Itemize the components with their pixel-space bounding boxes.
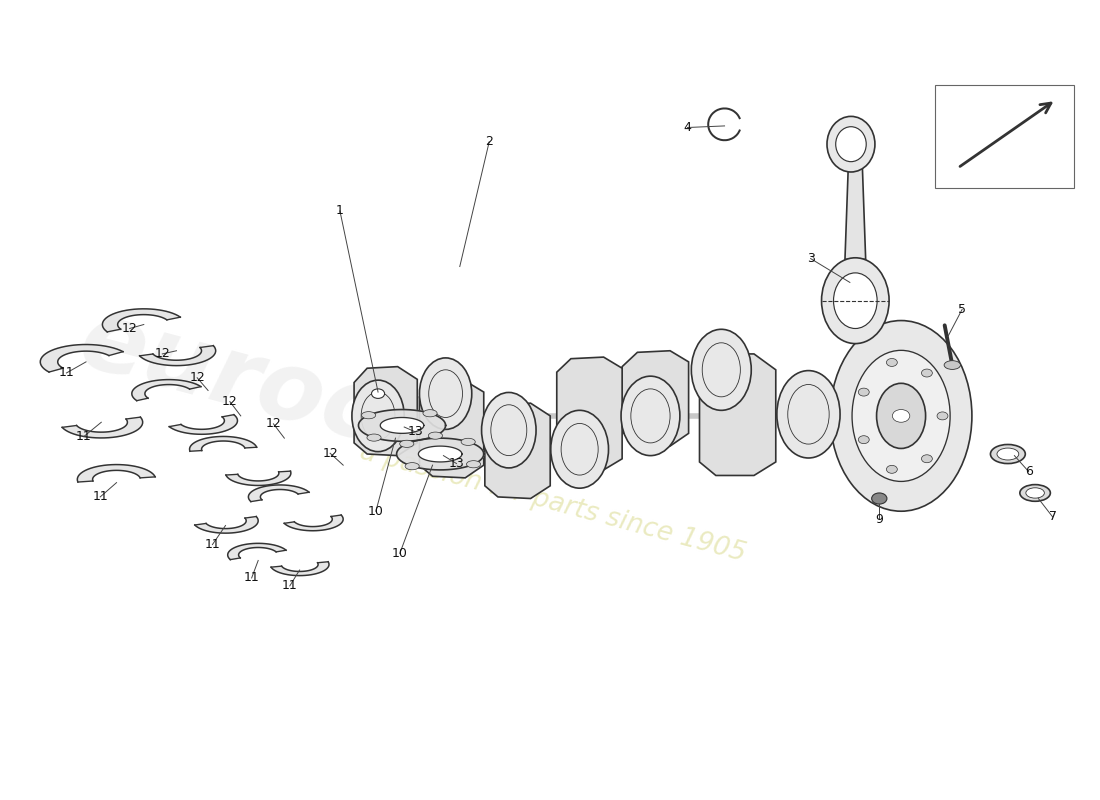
Text: 6: 6 bbox=[1024, 465, 1033, 478]
Ellipse shape bbox=[352, 380, 404, 452]
Ellipse shape bbox=[937, 412, 948, 420]
Ellipse shape bbox=[852, 350, 950, 482]
Polygon shape bbox=[271, 562, 329, 576]
Text: 13: 13 bbox=[407, 426, 424, 438]
Polygon shape bbox=[419, 381, 484, 478]
Ellipse shape bbox=[887, 466, 898, 474]
Ellipse shape bbox=[428, 432, 442, 439]
Polygon shape bbox=[226, 471, 290, 486]
Text: 12: 12 bbox=[189, 371, 205, 384]
Polygon shape bbox=[284, 515, 343, 530]
Polygon shape bbox=[354, 366, 417, 456]
Text: 9: 9 bbox=[876, 513, 883, 526]
Ellipse shape bbox=[367, 434, 381, 441]
Text: 11: 11 bbox=[58, 366, 75, 379]
Ellipse shape bbox=[822, 258, 889, 343]
Ellipse shape bbox=[827, 116, 875, 172]
Polygon shape bbox=[623, 350, 689, 446]
Polygon shape bbox=[249, 485, 309, 502]
Ellipse shape bbox=[997, 448, 1019, 460]
Text: 2: 2 bbox=[485, 135, 493, 148]
Ellipse shape bbox=[621, 376, 680, 456]
Polygon shape bbox=[228, 543, 286, 560]
Ellipse shape bbox=[466, 461, 481, 468]
Polygon shape bbox=[62, 417, 143, 438]
Text: 12: 12 bbox=[265, 418, 282, 430]
Text: 1: 1 bbox=[336, 205, 344, 218]
Ellipse shape bbox=[551, 410, 608, 488]
Text: 3: 3 bbox=[806, 252, 815, 265]
Circle shape bbox=[871, 493, 887, 504]
Ellipse shape bbox=[877, 383, 925, 449]
Text: 10: 10 bbox=[367, 505, 384, 518]
Text: eurocars: eurocars bbox=[69, 293, 557, 507]
Ellipse shape bbox=[922, 369, 933, 377]
Ellipse shape bbox=[399, 440, 414, 447]
Text: 7: 7 bbox=[1048, 510, 1056, 523]
Text: 12: 12 bbox=[222, 395, 238, 408]
Polygon shape bbox=[169, 414, 238, 434]
Polygon shape bbox=[132, 380, 201, 401]
Ellipse shape bbox=[1026, 488, 1044, 498]
Circle shape bbox=[372, 389, 385, 398]
Ellipse shape bbox=[836, 126, 866, 162]
Ellipse shape bbox=[922, 454, 933, 462]
Polygon shape bbox=[397, 438, 484, 470]
Text: a passion for parts since 1905: a passion for parts since 1905 bbox=[356, 439, 748, 567]
Polygon shape bbox=[381, 418, 424, 434]
Ellipse shape bbox=[830, 321, 972, 511]
Text: 11: 11 bbox=[244, 571, 260, 585]
Ellipse shape bbox=[362, 412, 376, 418]
Ellipse shape bbox=[777, 370, 840, 458]
Ellipse shape bbox=[482, 393, 536, 468]
Text: 5: 5 bbox=[958, 303, 966, 316]
Ellipse shape bbox=[887, 358, 898, 366]
Polygon shape bbox=[418, 446, 462, 462]
Text: 13: 13 bbox=[449, 457, 464, 470]
Polygon shape bbox=[845, 158, 866, 259]
Polygon shape bbox=[41, 345, 123, 372]
Ellipse shape bbox=[990, 445, 1025, 463]
Polygon shape bbox=[140, 346, 216, 366]
Text: 11: 11 bbox=[92, 490, 108, 503]
Ellipse shape bbox=[944, 361, 960, 370]
Ellipse shape bbox=[419, 358, 472, 430]
Ellipse shape bbox=[858, 388, 869, 396]
Polygon shape bbox=[189, 437, 256, 451]
Ellipse shape bbox=[424, 410, 437, 417]
Polygon shape bbox=[700, 354, 776, 475]
Text: 12: 12 bbox=[322, 446, 338, 460]
Ellipse shape bbox=[405, 462, 419, 470]
Text: 12: 12 bbox=[154, 347, 170, 361]
Ellipse shape bbox=[1020, 485, 1050, 502]
Polygon shape bbox=[359, 410, 446, 442]
Ellipse shape bbox=[691, 330, 751, 410]
Ellipse shape bbox=[834, 273, 877, 329]
Polygon shape bbox=[485, 403, 550, 498]
Text: 11: 11 bbox=[76, 430, 91, 443]
Ellipse shape bbox=[461, 438, 475, 446]
Circle shape bbox=[892, 410, 910, 422]
Polygon shape bbox=[77, 465, 155, 482]
Text: 10: 10 bbox=[392, 547, 408, 560]
Ellipse shape bbox=[858, 436, 869, 444]
Text: 4: 4 bbox=[683, 121, 692, 134]
Polygon shape bbox=[102, 309, 180, 332]
Text: 12: 12 bbox=[122, 322, 138, 335]
Polygon shape bbox=[557, 357, 623, 470]
Text: 11: 11 bbox=[205, 538, 220, 551]
Polygon shape bbox=[195, 517, 258, 533]
Text: 11: 11 bbox=[282, 579, 298, 592]
